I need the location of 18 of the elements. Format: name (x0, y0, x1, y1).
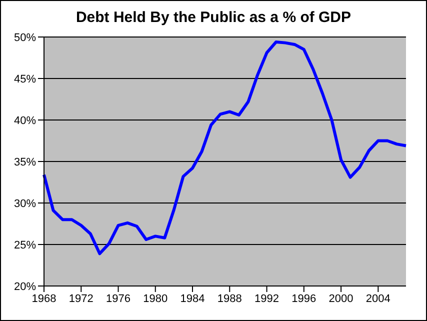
x-tick-label: 2004 (366, 292, 390, 305)
x-tick-label: 1968 (32, 292, 56, 305)
x-tick-label: 1972 (68, 292, 94, 305)
chart-title: Debt Held By the Public as a % of GDP (74, 9, 352, 26)
x-tick-label: 1980 (143, 292, 168, 305)
y-tick-label: 35% (14, 156, 36, 168)
y-tick-label: 45% (14, 73, 36, 86)
x-tick-label: 1992 (254, 292, 280, 305)
x-tick-label: 1984 (180, 292, 205, 305)
x-tick-label: 1996 (292, 292, 316, 305)
y-tick-label: 50% (14, 32, 36, 44)
x-tick-label: 1988 (217, 292, 242, 305)
x-tick-label: 1976 (106, 292, 130, 305)
y-tick-label: 20% (14, 280, 36, 293)
y-tick-label: 30% (14, 198, 36, 210)
y-tick-label: 25% (14, 239, 36, 252)
y-tick-label: 40% (14, 114, 36, 127)
x-tick-label: 2000 (328, 292, 354, 305)
